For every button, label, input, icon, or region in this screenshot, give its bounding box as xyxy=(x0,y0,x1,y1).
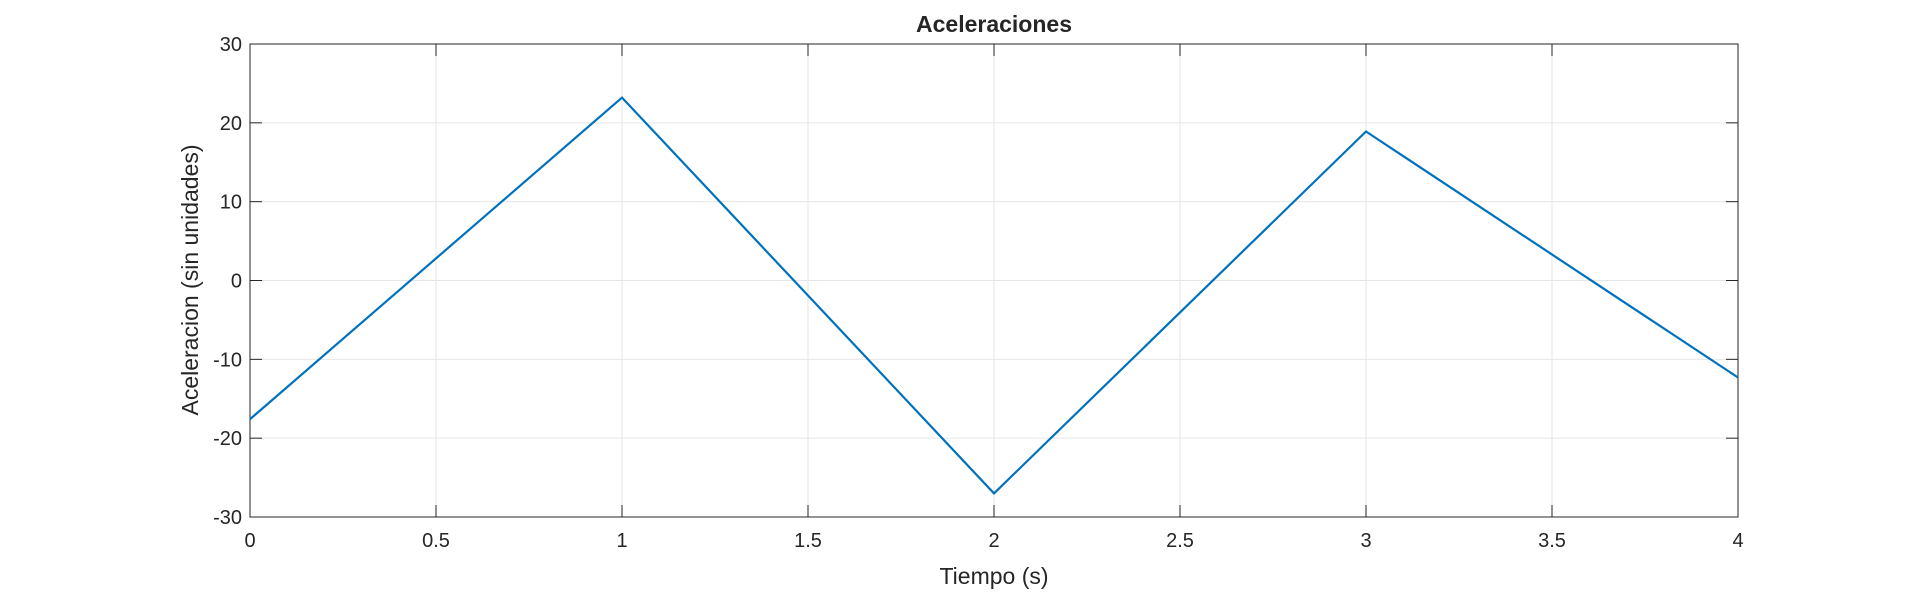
x-tick-label: 1 xyxy=(616,530,627,552)
y-tick-label: -10 xyxy=(213,349,242,371)
chart-title: Aceleraciones xyxy=(916,11,1072,37)
y-tick-labels: -30 -20 -10 0 10 20 30 xyxy=(213,34,242,529)
x-tick-label: 3.5 xyxy=(1538,530,1566,552)
x-tick-label: 1.5 xyxy=(794,530,822,552)
x-tick-label: 4 xyxy=(1732,530,1743,552)
y-tick-label: 10 xyxy=(220,192,242,214)
grid-lines xyxy=(249,43,1739,518)
y-tick-label: -20 xyxy=(213,428,242,450)
series-line xyxy=(249,96,1739,495)
x-tick-label: 3 xyxy=(1360,530,1371,552)
x-tick-label: 2.5 xyxy=(1166,530,1194,552)
y-tick-label: 20 xyxy=(220,113,242,135)
y-tick-label: 30 xyxy=(220,34,242,56)
x-tick-label: 2 xyxy=(988,530,999,552)
y-tick-label: 0 xyxy=(231,271,242,293)
y-tick-label: -30 xyxy=(213,507,242,529)
x-tick-labels: 0 0.5 1 1.5 2 2.5 3 3.5 4 xyxy=(244,530,1743,552)
tick-marks xyxy=(249,43,1739,518)
x-tick-label: 0 xyxy=(244,530,255,552)
series-layer xyxy=(249,96,1739,495)
x-tick-label: 0.5 xyxy=(422,530,450,552)
y-axis-label: Aceleracion (sin unidades) xyxy=(177,144,203,415)
x-axis-label: Tiempo (s) xyxy=(939,563,1048,589)
